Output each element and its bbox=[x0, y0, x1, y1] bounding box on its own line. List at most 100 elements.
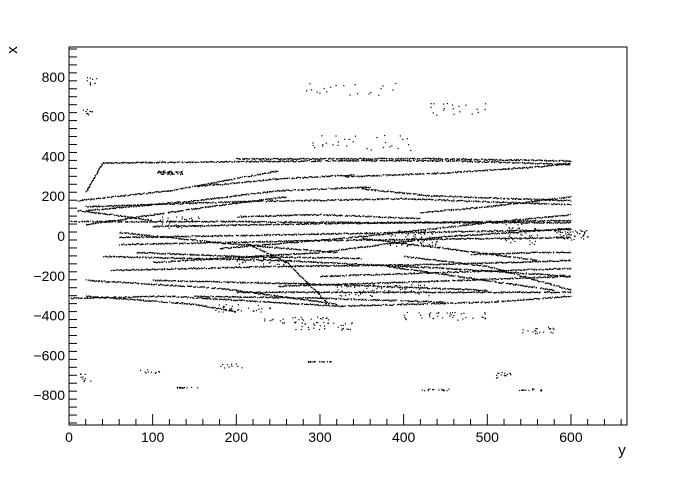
data-point bbox=[339, 160, 341, 162]
data-point bbox=[492, 232, 494, 234]
data-point bbox=[118, 204, 120, 206]
data-point bbox=[422, 239, 424, 241]
data-point bbox=[410, 238, 412, 241]
data-point bbox=[549, 160, 551, 162]
data-point bbox=[394, 242, 396, 244]
data-point bbox=[152, 257, 155, 259]
data-point bbox=[162, 284, 164, 286]
data-point bbox=[269, 259, 272, 261]
data-point bbox=[454, 196, 456, 198]
data-point bbox=[85, 279, 87, 281]
data-point bbox=[376, 158, 378, 160]
data-point bbox=[146, 205, 149, 207]
data-point bbox=[162, 203, 164, 205]
data-point bbox=[269, 255, 271, 257]
data-point bbox=[270, 200, 272, 203]
data-point bbox=[344, 199, 346, 201]
data-point bbox=[396, 232, 398, 234]
data-point bbox=[377, 222, 379, 224]
data-point bbox=[115, 195, 117, 197]
data-point bbox=[147, 236, 149, 239]
data-point bbox=[162, 257, 164, 259]
data-point bbox=[179, 242, 181, 244]
data-point bbox=[220, 235, 222, 237]
data-point bbox=[355, 158, 357, 160]
data-point bbox=[342, 159, 344, 161]
data-point bbox=[455, 235, 457, 237]
data-point bbox=[428, 160, 430, 162]
data-point bbox=[385, 191, 387, 193]
data-point bbox=[316, 188, 318, 190]
data-point bbox=[296, 260, 298, 262]
data-point bbox=[402, 231, 404, 233]
data-point bbox=[291, 160, 293, 162]
data-point bbox=[452, 196, 454, 198]
data-point bbox=[215, 202, 217, 204]
data-point bbox=[125, 205, 127, 207]
data-point bbox=[132, 205, 134, 207]
data-point bbox=[329, 160, 331, 162]
data-point bbox=[158, 243, 160, 245]
data-point bbox=[203, 286, 206, 288]
data-point bbox=[254, 292, 256, 294]
data-point bbox=[474, 269, 476, 271]
data-point bbox=[111, 207, 113, 210]
data-point bbox=[445, 221, 447, 223]
data-point bbox=[396, 265, 398, 267]
data-point bbox=[536, 217, 538, 219]
data-point bbox=[436, 158, 438, 160]
data-point bbox=[192, 161, 194, 163]
data-point bbox=[278, 224, 280, 226]
data-point bbox=[337, 222, 339, 225]
data-point bbox=[389, 231, 391, 233]
data-point bbox=[432, 228, 434, 230]
data-point bbox=[525, 273, 527, 275]
data-point bbox=[286, 157, 288, 160]
data-point bbox=[530, 163, 532, 165]
data-point bbox=[228, 242, 231, 244]
data-point bbox=[451, 225, 453, 227]
data-point bbox=[564, 220, 566, 222]
data-point bbox=[462, 199, 464, 201]
data-point bbox=[165, 162, 167, 164]
data-point bbox=[198, 225, 200, 227]
data-point bbox=[302, 240, 304, 242]
data-point bbox=[453, 200, 455, 202]
data-point bbox=[516, 218, 518, 220]
data-point bbox=[425, 238, 427, 240]
data-point bbox=[371, 158, 373, 160]
data-point bbox=[509, 159, 511, 161]
data-point bbox=[270, 254, 272, 256]
data-point bbox=[358, 246, 360, 248]
data-point bbox=[155, 283, 157, 285]
data-point bbox=[404, 222, 406, 224]
data-point bbox=[528, 231, 530, 233]
data-point bbox=[427, 195, 429, 197]
data-point bbox=[159, 295, 161, 298]
data-point bbox=[465, 196, 468, 198]
data-point bbox=[426, 237, 428, 239]
data-point bbox=[345, 240, 348, 242]
data-point bbox=[457, 195, 459, 198]
data-point bbox=[400, 197, 402, 199]
data-point bbox=[234, 195, 236, 197]
data-point bbox=[276, 161, 278, 163]
data-point bbox=[214, 197, 216, 199]
data-point bbox=[426, 157, 428, 159]
data-point bbox=[295, 233, 297, 235]
data-point bbox=[544, 229, 546, 231]
data-point bbox=[194, 200, 196, 202]
data-point bbox=[305, 223, 308, 225]
data-point bbox=[460, 220, 462, 222]
data-point bbox=[374, 245, 376, 247]
data-point bbox=[207, 225, 209, 227]
data-point bbox=[163, 296, 165, 298]
data-point bbox=[528, 218, 530, 220]
data-point bbox=[473, 159, 475, 161]
data-point bbox=[264, 293, 266, 295]
data-point bbox=[433, 158, 435, 160]
data-point bbox=[178, 225, 180, 227]
data-point bbox=[309, 299, 311, 301]
data-point bbox=[338, 158, 340, 160]
data-point bbox=[229, 160, 231, 162]
